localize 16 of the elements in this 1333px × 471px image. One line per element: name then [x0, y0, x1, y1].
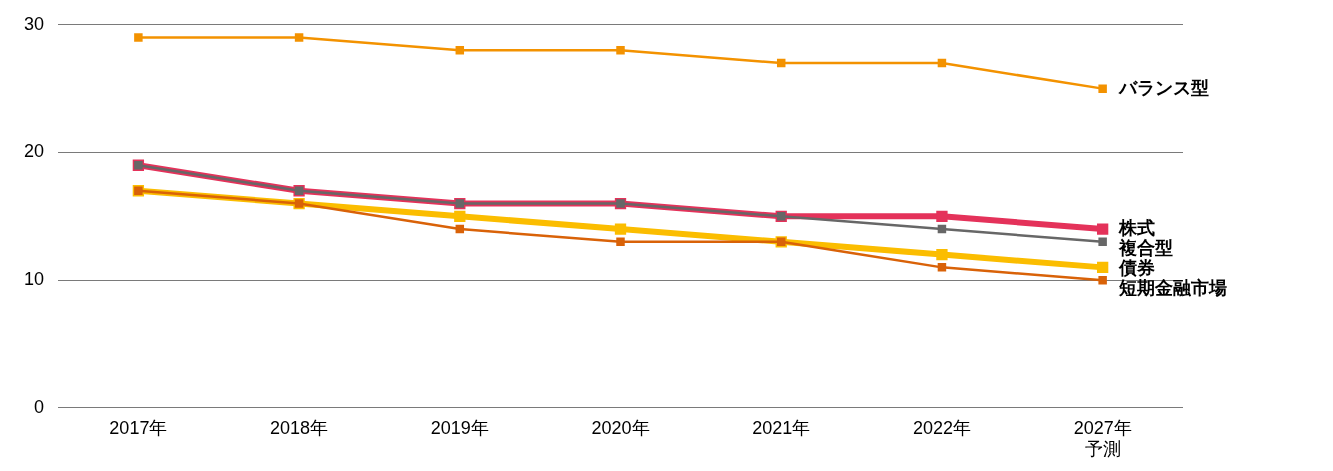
- y-tick-label: 0: [34, 396, 45, 417]
- x-tick-label: 2027年予測: [1073, 417, 1132, 460]
- x-tick-label: 2018年: [270, 417, 329, 438]
- x-tick-label: 2020年: [591, 417, 650, 438]
- series-label: 短期金融市場: [1117, 278, 1227, 299]
- series-label: バランス型: [1117, 77, 1209, 98]
- y-tick-label: 10: [23, 269, 45, 290]
- x-tick-label: 2017年: [109, 417, 168, 438]
- y-tick-label: 20: [23, 141, 45, 162]
- x-tick-label: 2022年: [912, 417, 971, 438]
- series-label: 複合型: [1117, 238, 1173, 259]
- series-label: 債券: [1117, 258, 1155, 279]
- series-label: 株式: [1117, 218, 1155, 239]
- x-tick-label: 2019年: [430, 417, 489, 438]
- x-tick-label: 2021年: [752, 417, 811, 438]
- y-tick-label: 30: [23, 13, 45, 34]
